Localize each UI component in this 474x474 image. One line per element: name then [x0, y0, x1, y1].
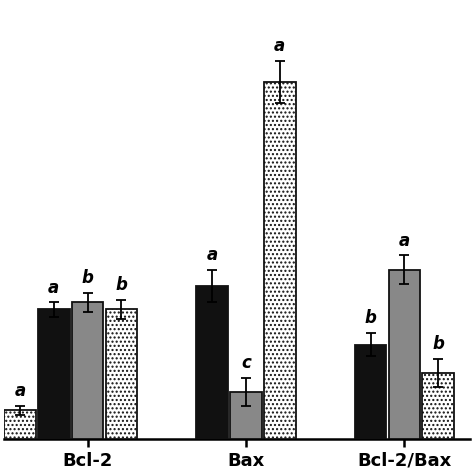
Text: b: b	[82, 269, 93, 287]
Bar	[230, 392, 262, 438]
Text: b: b	[365, 309, 376, 327]
Text: b: b	[116, 276, 128, 294]
Bar	[72, 302, 103, 438]
Text: b: b	[432, 335, 444, 353]
Text: a: a	[207, 246, 218, 264]
Bar	[38, 310, 70, 438]
Bar	[355, 345, 386, 438]
Text: c: c	[241, 354, 251, 372]
Bar	[4, 410, 36, 438]
Text: a: a	[48, 279, 59, 297]
Bar	[422, 373, 454, 438]
Bar	[196, 286, 228, 438]
Text: a: a	[274, 36, 285, 55]
Bar	[264, 82, 296, 438]
Text: a: a	[399, 232, 410, 250]
Text: a: a	[14, 382, 26, 400]
Bar	[106, 310, 137, 438]
Bar	[389, 270, 420, 438]
